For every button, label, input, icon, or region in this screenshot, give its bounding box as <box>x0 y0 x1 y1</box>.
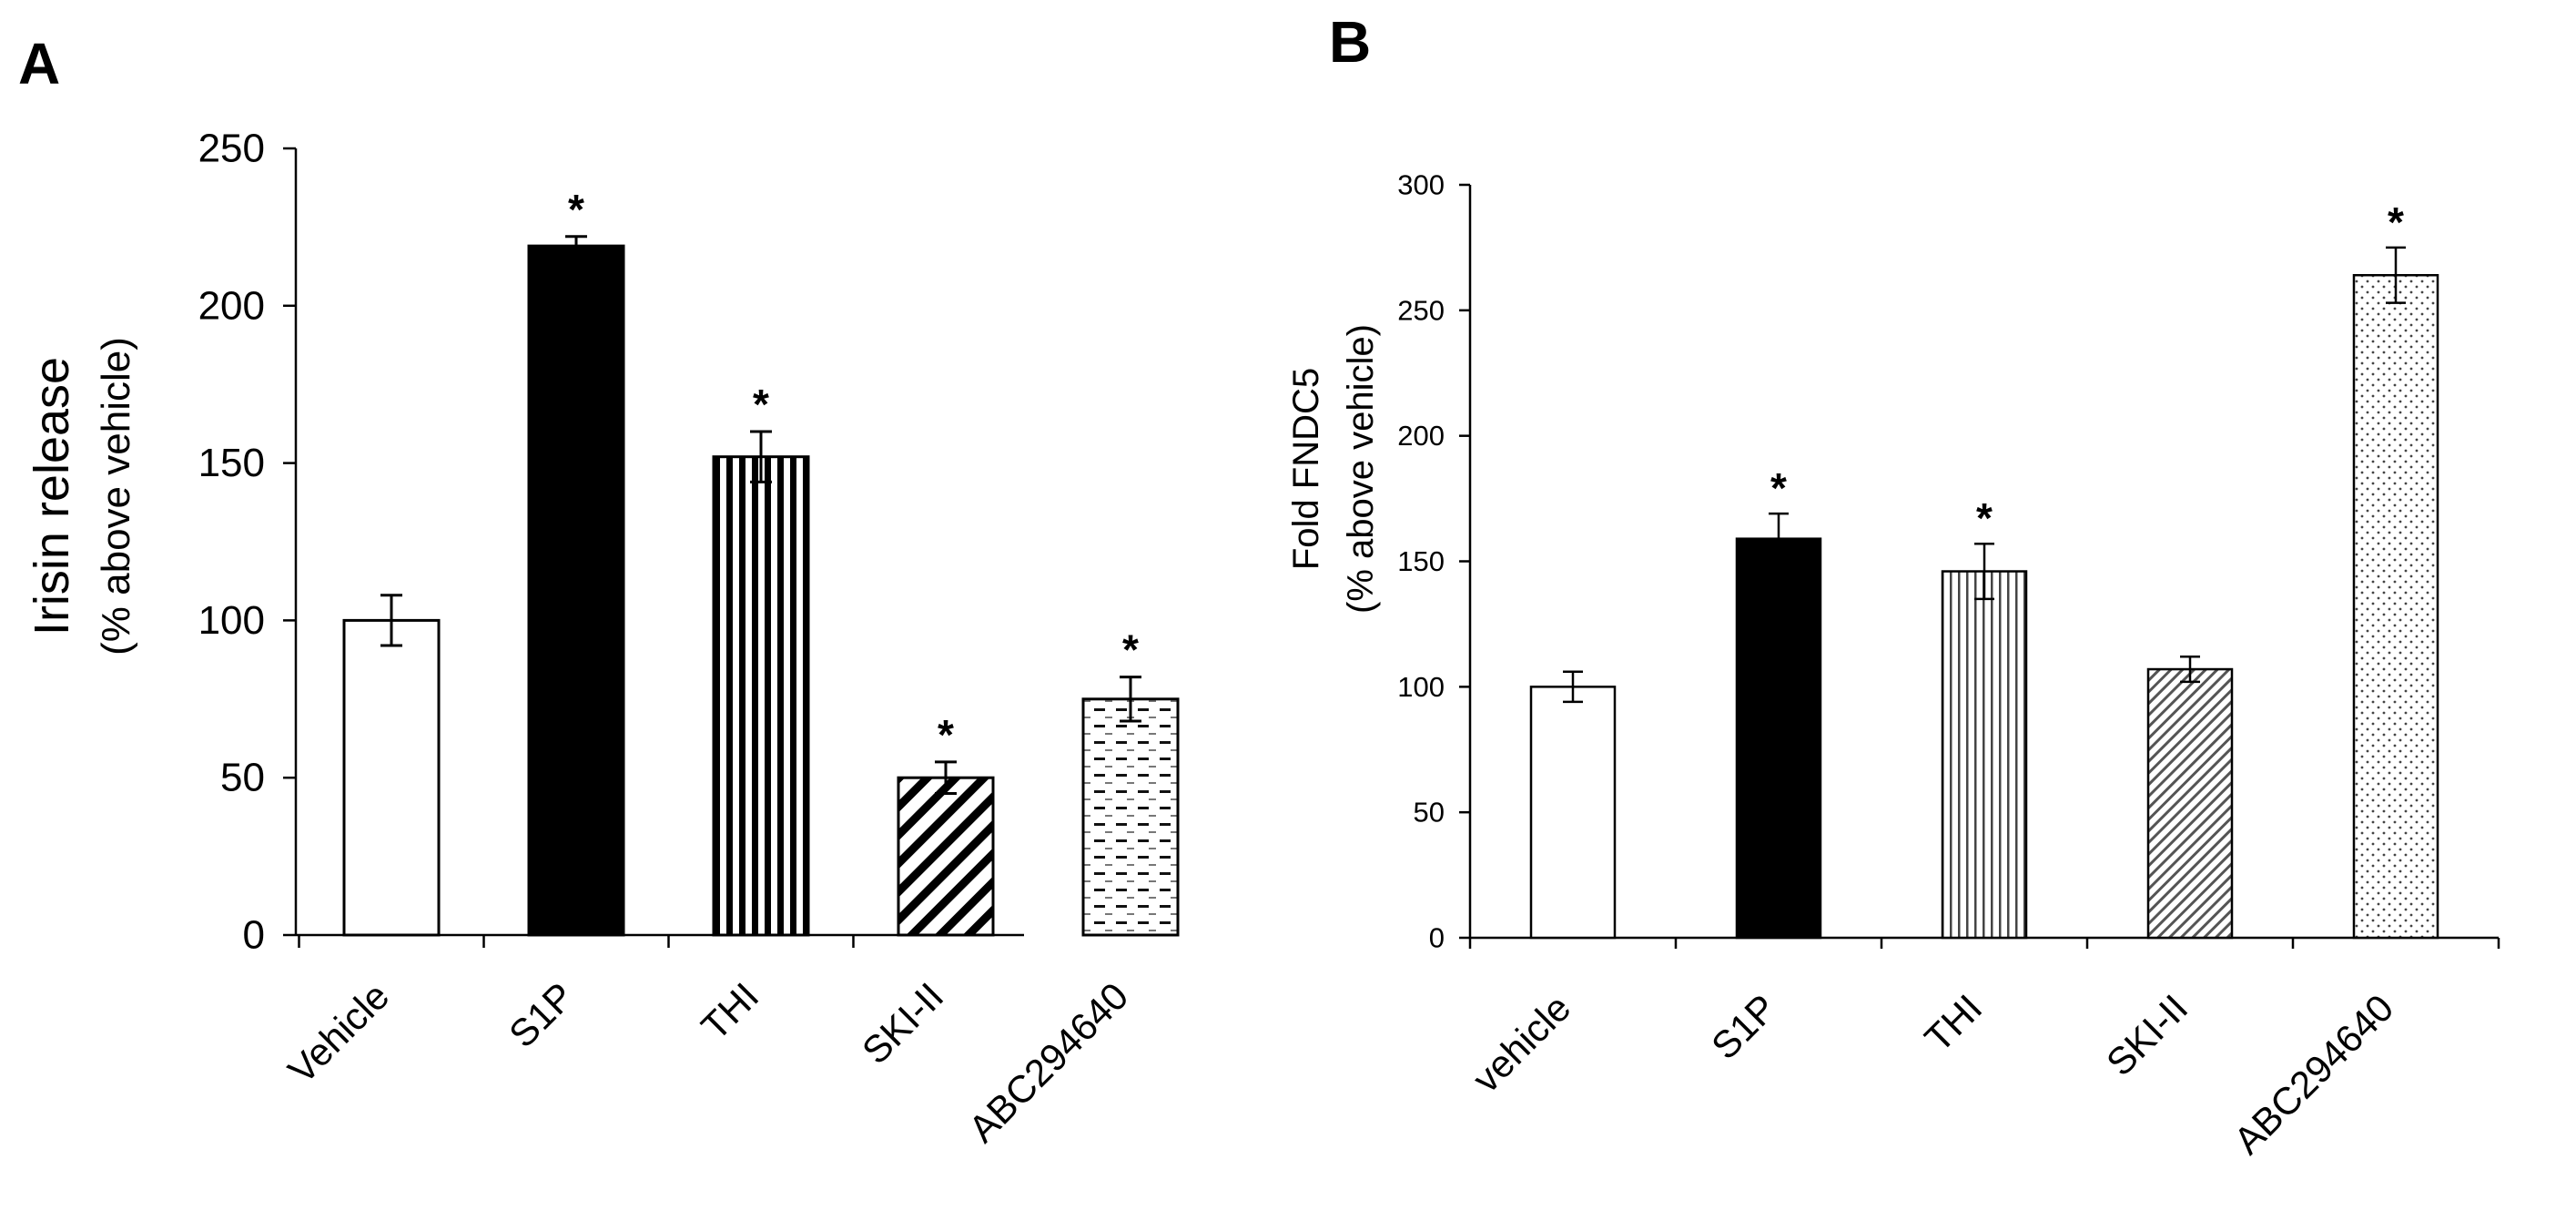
panel-b-letter: B <box>1329 9 1371 75</box>
panel-b-y-tick-label: 0 <box>1429 922 1445 954</box>
panel-b-bar-vehicle <box>1529 686 1617 940</box>
panel-b-bar-ski-ii <box>2146 667 2234 940</box>
panel-a-category-label: Vehicle <box>279 974 397 1092</box>
panel-b-category-label: vehicle <box>1465 986 1579 1101</box>
panel-b-y-tick-label: 100 <box>1397 671 1445 703</box>
panel-b-significance-star: * <box>2388 198 2404 246</box>
panel-b-bar-thi <box>1941 570 2028 940</box>
panel-b-ylabel: Fold FNDC5 <box>1286 368 1326 570</box>
panel-b-y-tick-label: 200 <box>1397 420 1445 452</box>
panel-a-bar-s1p <box>527 244 625 937</box>
panel-a-ylabel: Irisin release <box>25 357 79 636</box>
panel-a-bar-ski-ii <box>897 776 995 937</box>
panel-a-plot: 0 50 100 150 200 250 Vehicle * S1P * THI * SKI-II * AB… <box>198 127 1180 1151</box>
panel-b-y-tick-label: 250 <box>1397 294 1445 326</box>
panel-a-category-label: SKI-II <box>854 974 952 1073</box>
panel-b: B Fold FNDC5 (% above vehicle) 0 50 100 150… <box>1286 9 2500 1163</box>
panel-b-ylabel-sub: (% above vehicle) <box>1341 324 1381 614</box>
panel-b-bar-abc294640 <box>2352 273 2439 940</box>
panel-a-significance-star: * <box>1122 626 1139 674</box>
panel-b-category-label: S1P <box>1703 986 1784 1067</box>
panel-a-y-tick-label: 0 <box>243 913 265 958</box>
panel-a-y-tick-label: 100 <box>198 598 265 643</box>
panel-b-y-tick-label: 300 <box>1397 169 1445 201</box>
panel-a-y-tick-label: 150 <box>198 441 265 485</box>
panel-a-bar-vehicle <box>342 618 441 937</box>
panel-b-y-tick-label: 50 <box>1414 797 1445 829</box>
panel-b-significance-star: * <box>1770 464 1787 512</box>
panel-a-significance-star: * <box>753 381 769 428</box>
panel-a: A Irisin release (% above vehicle) 0 50 10… <box>18 31 1180 1151</box>
panel-a-y-tick-label: 50 <box>220 756 265 800</box>
panel-a-category-label: ABC294640 <box>960 974 1136 1150</box>
panel-b-y-tick-label: 150 <box>1397 545 1445 577</box>
panel-a-bar-thi <box>712 455 810 937</box>
panel-b-plot: 0 50 100 150 200 250 300 vehicle * S1P * THI SKI-II *… <box>1397 169 2500 1163</box>
panel-b-bar-s1p <box>1735 537 1822 940</box>
panel-a-y-tick-label: 250 <box>198 127 265 171</box>
panel-a-category-label: S1P <box>501 974 582 1055</box>
panel-b-category-label: ABC294640 <box>2226 986 2401 1162</box>
panel-a-bar-abc294640 <box>1081 697 1180 937</box>
panel-a-y-tick-label: 200 <box>198 283 265 328</box>
panel-a-significance-star: * <box>568 186 584 233</box>
panel-a-category-label: THI <box>693 974 766 1048</box>
panel-a-significance-star: * <box>938 711 954 758</box>
panel-b-category-label: THI <box>1916 986 1990 1060</box>
panel-b-category-label: SKI-II <box>2098 986 2196 1084</box>
panel-a-ylabel-sub: (% above vehicle) <box>94 337 138 656</box>
panel-a-letter: A <box>18 31 60 97</box>
panel-b-significance-star: * <box>1976 494 1993 542</box>
